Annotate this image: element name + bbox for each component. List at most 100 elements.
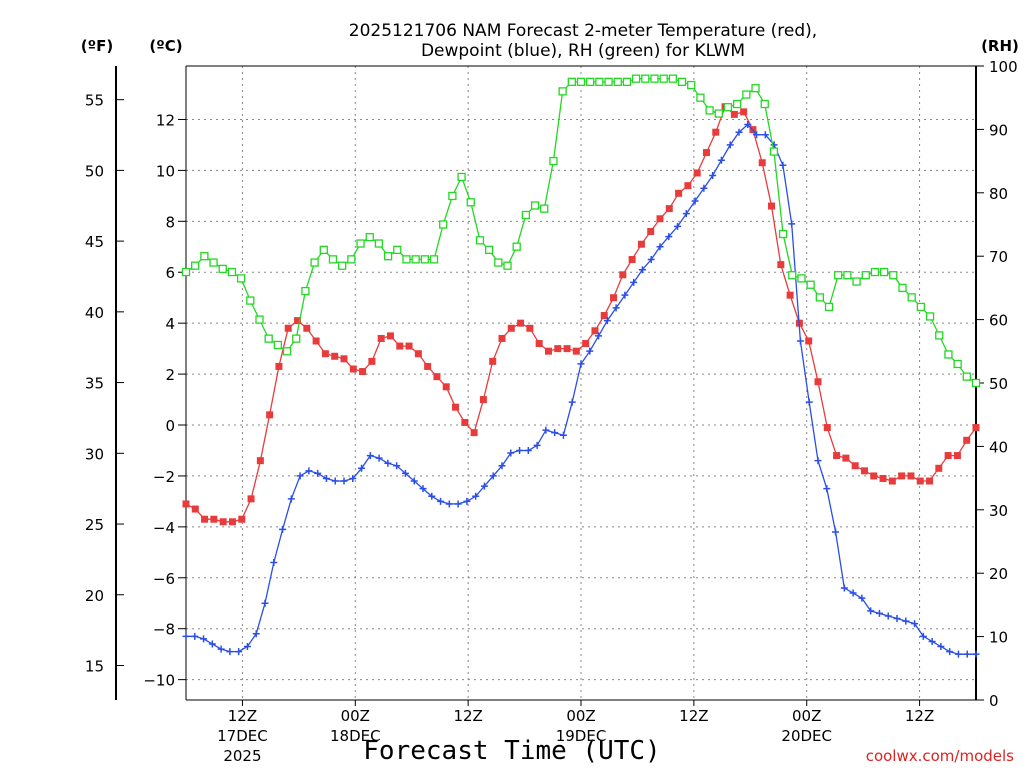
temperature-point [600, 312, 608, 320]
dewpoint-point [410, 477, 418, 485]
temperature-point [647, 228, 655, 236]
temperature-point [926, 477, 934, 485]
fahrenheit-axis: 55 50 45 40 35 30 25 20 15 [85, 92, 124, 675]
rh-point [282, 347, 292, 356]
temperature-point [340, 355, 348, 363]
celsius-tick-label: 6 [165, 264, 175, 282]
celsius-tick-label: −4 [153, 519, 175, 537]
dewpoint-point [761, 131, 769, 139]
temperature-point [554, 345, 562, 353]
rh-point [393, 245, 402, 255]
temperature-point [768, 202, 776, 210]
dewpoint-point [867, 607, 875, 615]
temperature-point [526, 324, 534, 332]
rh-point [319, 245, 328, 255]
rh-point [916, 302, 926, 312]
rh-point [677, 77, 687, 86]
rh-point [264, 334, 273, 343]
rh-point [191, 261, 200, 270]
rh-point [512, 242, 521, 251]
celsius-tick-label: −8 [153, 621, 175, 639]
rh-point [503, 261, 512, 270]
temperature-point [442, 383, 450, 391]
rh-point [227, 267, 237, 277]
temperature-point [870, 472, 878, 480]
temperature-point [684, 182, 692, 190]
temperature-point [916, 477, 924, 485]
dewpoint-point [928, 637, 936, 645]
rh-point [944, 350, 953, 359]
rh-point [797, 274, 806, 283]
dewpoint-point [261, 599, 269, 607]
dewpoint-point [252, 630, 260, 638]
temperature-point [396, 342, 404, 350]
temperature-point [656, 215, 664, 223]
rh-point [604, 77, 613, 86]
rh-point [687, 80, 696, 90]
rh-point [181, 267, 191, 277]
rh-point [383, 252, 393, 261]
dewpoint-point [840, 584, 848, 592]
temperature-point [935, 464, 943, 472]
dewpoint-point [674, 222, 682, 230]
temperature-point [247, 495, 255, 503]
rh-point [484, 245, 494, 255]
celsius-tick-label: 10 [156, 162, 175, 180]
rh-point [898, 283, 907, 293]
dewpoint-point [972, 650, 980, 658]
dewpoint-point [946, 648, 954, 656]
dewpoint-point [963, 650, 971, 658]
dewpoint-point [954, 650, 962, 658]
temperature-point [610, 294, 618, 302]
rh-tick-label: 60 [989, 312, 1008, 330]
rh-point [521, 210, 531, 220]
rh-point [347, 255, 356, 264]
rh-point [751, 84, 760, 93]
celsius-tick-label: 0 [165, 417, 175, 435]
rh-point [668, 74, 678, 83]
rh-unit-label: (RH) [981, 37, 1019, 55]
rh-series [181, 74, 981, 388]
celsius-tick-label: −10 [143, 672, 175, 690]
rh-point [962, 372, 971, 381]
fahrenheit-tick-label: 45 [85, 233, 104, 251]
rh-tick-label: 40 [989, 438, 1008, 456]
rh-point [650, 74, 659, 83]
dewpoint-point [296, 472, 304, 480]
temperature-point [879, 474, 887, 482]
rh-point [935, 331, 944, 340]
temperature-point [294, 317, 302, 325]
dewpoint-point [489, 472, 497, 480]
date-tick-label: 18DEC [330, 727, 381, 745]
temperature-point [405, 342, 413, 350]
dewpoint-point [349, 474, 357, 482]
rh-point [273, 340, 283, 350]
temperature-point [182, 500, 190, 508]
dewpoint-point [472, 492, 480, 500]
temperature-point [888, 477, 896, 485]
temperature-point [907, 472, 915, 480]
temperature-point [433, 373, 441, 381]
dewpoint-point [709, 171, 717, 179]
dewpoint-point [630, 278, 638, 286]
dewpoint-point [770, 141, 778, 149]
dewpoint-point [340, 477, 348, 485]
time-axis: 12Z 17DEC 2025 00Z 18DEC 12Z 00Z 19DEC 12Z 00Z 20D… [217, 700, 934, 765]
rh-point [925, 312, 935, 321]
temperature-point [470, 429, 478, 437]
dewpoint-point [305, 467, 313, 475]
dewpoint-point [401, 469, 409, 477]
dewpoint-point [717, 156, 725, 164]
fahrenheit-tick-label: 55 [85, 92, 104, 110]
series-layer [181, 74, 981, 658]
rh-point [806, 280, 815, 289]
temperature-point [675, 189, 683, 197]
rh-tick-label: 10 [989, 629, 1008, 647]
dewpoint-point [788, 220, 796, 228]
dewpoint-point [208, 640, 216, 648]
temperature-point [275, 362, 283, 370]
rh-point [448, 191, 457, 201]
dewpoint-point [902, 617, 910, 625]
temperature-point [368, 357, 376, 365]
chart-title-line-2: Dewpoint (blue), RH (green) for KLWM [421, 41, 745, 61]
